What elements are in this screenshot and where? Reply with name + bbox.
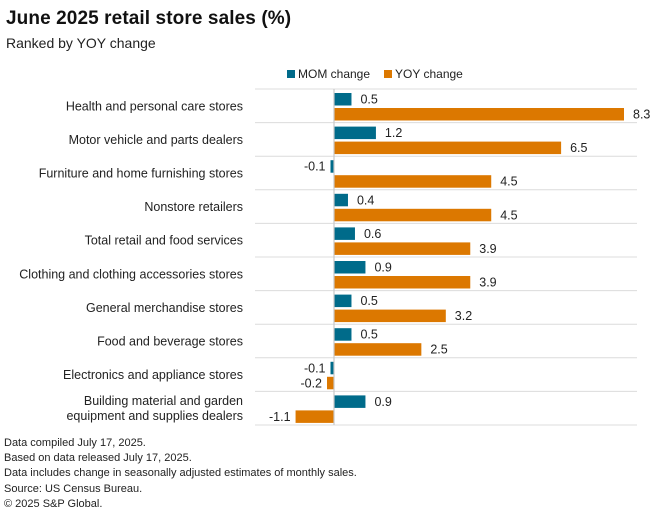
mom-value-label: 0.9 — [374, 261, 391, 275]
yoy-bar — [334, 276, 471, 289]
mom-value-label: 0.6 — [364, 227, 381, 241]
mom-value-label: 0.4 — [357, 193, 374, 207]
chart-title: June 2025 retail store sales (%) — [6, 8, 292, 29]
note-released: Based on data released July 17, 2025. — [4, 452, 192, 465]
note-source: Source: US Census Bureau. — [4, 482, 143, 495]
category-label: Clothing and clothing accessories stores — [19, 267, 243, 281]
category-label: Nonstore retailers — [144, 200, 243, 214]
chart-subtitle: Ranked by YOY change — [6, 35, 156, 51]
mom-value-label: 0.5 — [360, 328, 377, 342]
legend-item-mom: MOM change — [287, 67, 370, 81]
category-label: Building material and garden equipment an… — [66, 394, 243, 423]
legend-label-mom: MOM change — [298, 67, 371, 81]
category-label: Furniture and home furnishing stores — [39, 167, 243, 181]
yoy-bar — [334, 242, 471, 255]
yoy-value-label: 3.9 — [479, 276, 496, 290]
legend-label-yoy: YOY change — [395, 67, 463, 81]
mom-bar — [330, 361, 334, 375]
yoy-value-label: 8.3 — [633, 108, 650, 122]
yoy-value-label: 3.2 — [455, 309, 472, 323]
yoy-bar — [334, 141, 562, 155]
yoy-value-label: 4.5 — [500, 175, 517, 189]
category-label-line: Building material and garden — [84, 394, 243, 408]
mom-value-label: -0.1 — [304, 160, 326, 174]
mom-value-label: 0.5 — [360, 93, 377, 107]
mom-bar — [330, 160, 334, 173]
mom-bar — [334, 126, 376, 140]
category-label-line: equipment and supplies dealers — [66, 409, 243, 423]
legend-swatch-yoy — [384, 70, 393, 78]
mom-bar — [334, 328, 352, 341]
mom-value-label: -0.1 — [304, 361, 326, 375]
note-copyright: © 2025 S&P Global. — [4, 497, 103, 510]
yoy-bar — [295, 410, 334, 423]
category-label: General merchandise stores — [86, 301, 243, 315]
yoy-value-label: -0.2 — [300, 376, 322, 390]
yoy-bar — [334, 309, 446, 323]
category-label: Electronics and appliance stores — [63, 368, 243, 382]
mom-bar — [334, 395, 366, 408]
bar-chart: Health and personal care stores 0.5 8.3 Mot… — [19, 88, 650, 426]
yoy-bar — [334, 208, 492, 222]
note-adjusted: Data includes change in seasonally adjus… — [4, 467, 357, 480]
mom-bar — [334, 261, 366, 274]
mom-bar — [334, 193, 348, 207]
chart-notes: Data compiled July 17, 2025. Based on da… — [4, 436, 357, 512]
mom-value-label: 0.9 — [374, 395, 391, 409]
chart-legend: MOM change YOY change — [287, 67, 463, 81]
mom-value-label: 0.5 — [360, 294, 377, 308]
mom-value-label: 1.2 — [385, 126, 402, 140]
yoy-bar — [334, 175, 492, 188]
yoy-bar — [334, 108, 624, 121]
category-label: Food and beverage stores — [97, 335, 243, 349]
yoy-bar — [334, 343, 422, 356]
mom-bar — [334, 227, 355, 240]
mom-bar — [334, 294, 352, 308]
yoy-value-label: 6.5 — [570, 141, 587, 155]
legend-swatch-mom — [287, 70, 295, 78]
category-label: Health and personal care stores — [66, 99, 243, 113]
yoy-bar — [327, 376, 334, 390]
yoy-value-label: 4.5 — [500, 208, 517, 222]
category-label: Total retail and food services — [85, 234, 243, 248]
note-compiled: Data compiled July 17, 2025. — [4, 437, 146, 449]
category-label: Motor vehicle and parts dealers — [69, 133, 243, 147]
legend-item-yoy: YOY change — [384, 67, 463, 81]
yoy-value-label: -1.1 — [269, 410, 291, 424]
mom-bar — [334, 93, 352, 106]
yoy-value-label: 2.5 — [430, 343, 447, 357]
yoy-value-label: 3.9 — [479, 242, 496, 256]
